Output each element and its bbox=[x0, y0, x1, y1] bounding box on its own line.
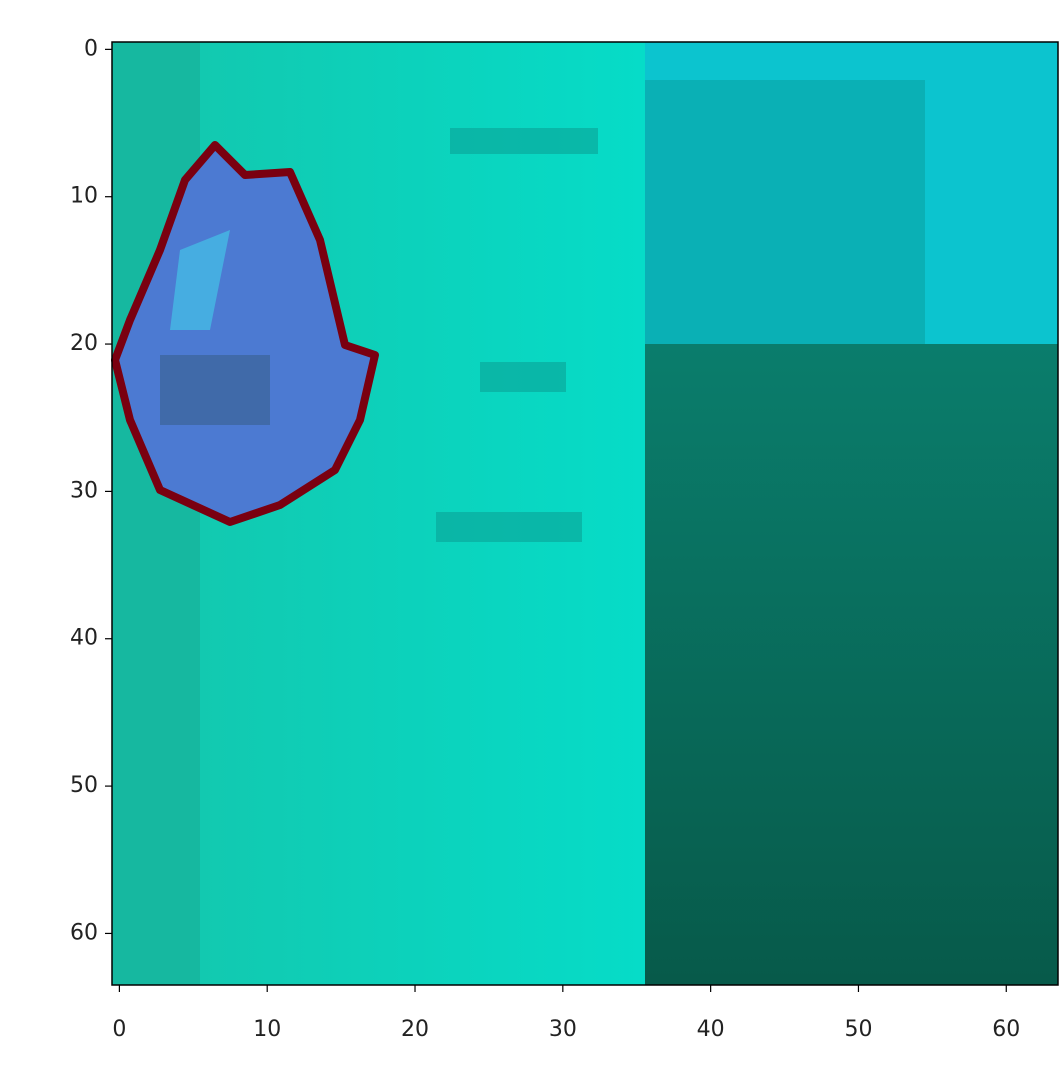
image-region bbox=[645, 80, 925, 344]
x-tick-label: 40 bbox=[697, 1017, 725, 1042]
blob bbox=[111, 141, 379, 526]
y-tick-label: 40 bbox=[70, 626, 98, 651]
x-tick-label: 60 bbox=[992, 1017, 1020, 1042]
y-tick-label: 0 bbox=[84, 36, 98, 61]
image bbox=[111, 42, 1058, 985]
x-tick-label: 50 bbox=[844, 1017, 872, 1042]
image-region bbox=[436, 512, 582, 542]
y-tick-label: 30 bbox=[70, 478, 98, 503]
image-region bbox=[645, 344, 1058, 985]
y-tick-label: 50 bbox=[70, 773, 98, 798]
y-tick-label: 10 bbox=[70, 184, 98, 209]
axes-frame bbox=[111, 41, 1059, 986]
x-tick-label: 10 bbox=[253, 1017, 281, 1042]
y-tick-label: 60 bbox=[70, 920, 98, 945]
image-region bbox=[480, 362, 566, 392]
blob-detail bbox=[160, 355, 270, 425]
x-tick-label: 0 bbox=[112, 1017, 126, 1042]
x-tick-label: 20 bbox=[401, 1017, 429, 1042]
y-tick-label: 20 bbox=[70, 331, 98, 356]
image-region bbox=[450, 128, 598, 154]
blob-detail bbox=[170, 230, 230, 330]
x-tick-label: 30 bbox=[549, 1017, 577, 1042]
